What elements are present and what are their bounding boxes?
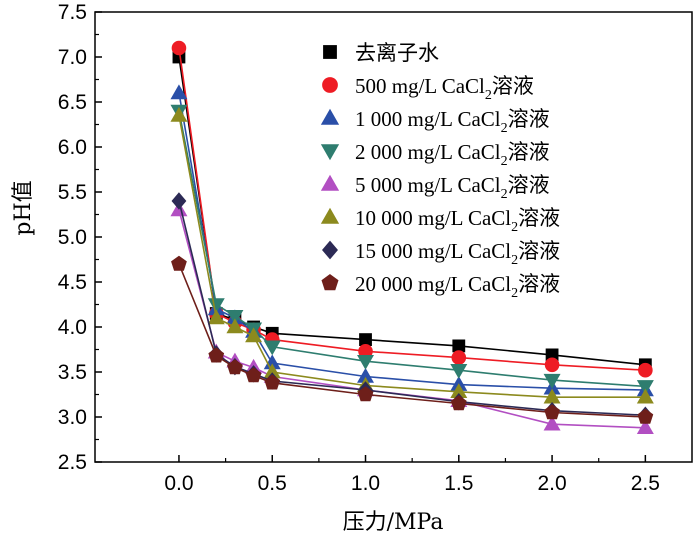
data-point — [171, 255, 187, 271]
data-point — [357, 386, 374, 402]
data-point — [226, 318, 244, 334]
data-point — [357, 354, 375, 370]
legend-item: 20 000 mg/L CaCl2溶液 — [321, 272, 560, 301]
legend-label: 15 000 mg/L CaCl2溶液 — [355, 239, 560, 268]
legend-marker — [320, 174, 340, 191]
legend-item: 2 000 mg/L CaCl2溶液 — [320, 140, 550, 169]
y-tick-label: 5.0 — [58, 226, 87, 249]
legend-marker — [323, 45, 337, 59]
data-point — [207, 298, 225, 314]
series-line — [178, 200, 646, 416]
series-8 — [171, 255, 654, 424]
legend-marker — [321, 274, 339, 291]
legend-item: 去离子水 — [323, 41, 439, 65]
data-point — [636, 380, 654, 396]
legend-item: 5 000 mg/L CaCl2溶液 — [320, 173, 550, 202]
data-point — [636, 419, 654, 435]
data-point — [227, 359, 243, 375]
y-tick-label: 2.5 — [58, 451, 87, 474]
legend: 去离子水 500 mg/L CaCl2溶液 1 000 mg/L CaCl2溶液 2 … — [320, 41, 560, 301]
y-tick-label: 3.0 — [58, 406, 87, 429]
y-tick-label: 6.0 — [58, 136, 87, 159]
data-point — [245, 327, 263, 343]
data-point — [170, 84, 188, 100]
y-tick-label: 5.5 — [58, 181, 87, 204]
legend-label: 20 000 mg/L CaCl2溶液 — [355, 272, 560, 301]
data-point — [170, 106, 188, 122]
data-point — [543, 415, 561, 431]
data-point — [226, 309, 244, 325]
data-point — [359, 333, 372, 347]
legend-item: 10 000 mg/L CaCl2溶液 — [320, 206, 560, 235]
legend-marker — [320, 207, 340, 224]
data-point — [638, 362, 653, 378]
series-layer — [170, 40, 654, 435]
legend-label: 2 000 mg/L CaCl2溶液 — [355, 140, 550, 169]
legend-label: 500 mg/L CaCl2溶液 — [355, 74, 534, 103]
x-tick-label: 1.0 — [351, 472, 380, 495]
data-point — [451, 350, 467, 365]
legend-item: 1 000 mg/L CaCl2溶液 — [320, 107, 550, 136]
y-tick-label: 7.0 — [58, 46, 87, 69]
legend-marker — [320, 108, 340, 125]
legend-label: 10 000 mg/L CaCl2溶液 — [355, 206, 560, 235]
legend-label: 1 000 mg/L CaCl2溶液 — [355, 107, 550, 136]
legend-item: 500 mg/L CaCl2溶液 — [322, 74, 534, 103]
data-point — [450, 395, 467, 411]
data-point — [264, 374, 281, 390]
legend-marker — [322, 77, 338, 93]
data-point — [207, 309, 225, 325]
x-tick-label: 0.5 — [258, 472, 287, 495]
plot-area: 2.5 3.0 3.5 4.0 4.5 5.0 5.5 6.0 6.5 7.0 7.5 0.0 0.5 1… — [58, 1, 693, 495]
x-tick-label: 2.5 — [631, 472, 660, 495]
data-point — [636, 388, 654, 404]
x-axis-title: 压力/MPa — [343, 510, 444, 535]
data-point — [543, 373, 561, 389]
x-tick-label: 2.0 — [537, 472, 566, 495]
y-tick-label: 3.5 — [58, 361, 87, 384]
data-point — [263, 340, 281, 356]
data-point — [544, 357, 560, 373]
y-tick-label: 6.5 — [58, 91, 87, 114]
data-point — [208, 347, 225, 363]
data-point — [450, 363, 468, 379]
y-tick-label: 4.0 — [58, 316, 87, 339]
y-tick-label: 4.5 — [58, 271, 87, 294]
legend-item: 15 000 mg/L CaCl2溶液 — [322, 239, 560, 268]
y-tick-label: 7.5 — [58, 1, 87, 24]
data-point — [544, 404, 560, 420]
legend-marker — [322, 240, 338, 260]
data-point — [452, 339, 466, 353]
legend-marker — [320, 144, 340, 161]
x-tick-label: 1.5 — [444, 472, 473, 495]
data-point — [245, 367, 262, 383]
x-tick-label: 0.0 — [164, 472, 193, 495]
data-point — [637, 408, 654, 424]
legend-label: 5 000 mg/L CaCl2溶液 — [355, 173, 550, 202]
y-axis-title: pH值 — [11, 180, 36, 235]
legend-label: 去离子水 — [355, 41, 439, 65]
data-point — [171, 40, 187, 56]
series-3 — [170, 84, 654, 397]
data-point — [171, 192, 187, 210]
